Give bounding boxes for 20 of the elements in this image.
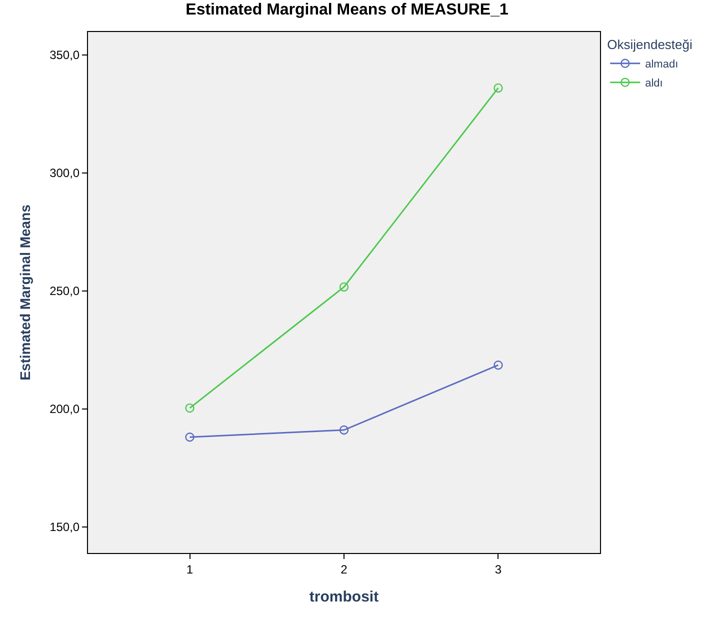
- x-tick-label: 3: [494, 562, 502, 576]
- point: [339, 425, 349, 435]
- legend-title: Oksijendesteği: [607, 36, 692, 52]
- point: [494, 83, 503, 93]
- y-tick-label: 300,0: [50, 166, 80, 180]
- y-tick-label: 250,0: [50, 284, 80, 298]
- x-axis-title: trombosit: [309, 588, 379, 606]
- y-axis-title: Estimated Marginal Means: [17, 204, 34, 380]
- y-tick-label: 200,0: [50, 402, 80, 416]
- x-tick-label: 1: [186, 562, 194, 576]
- y-tick-label: 350,0: [50, 48, 80, 62]
- chart-title: Estimated Marginal Means of MEASURE_1: [186, 1, 509, 18]
- point: [185, 432, 194, 442]
- y-tick-label: 150,0: [50, 520, 80, 534]
- legend-label: aldı: [645, 78, 663, 90]
- point: [185, 403, 194, 413]
- x-tick-label: 2: [340, 562, 348, 576]
- legend-label: almadı: [645, 58, 678, 71]
- point: [494, 360, 503, 370]
- point: [339, 282, 349, 292]
